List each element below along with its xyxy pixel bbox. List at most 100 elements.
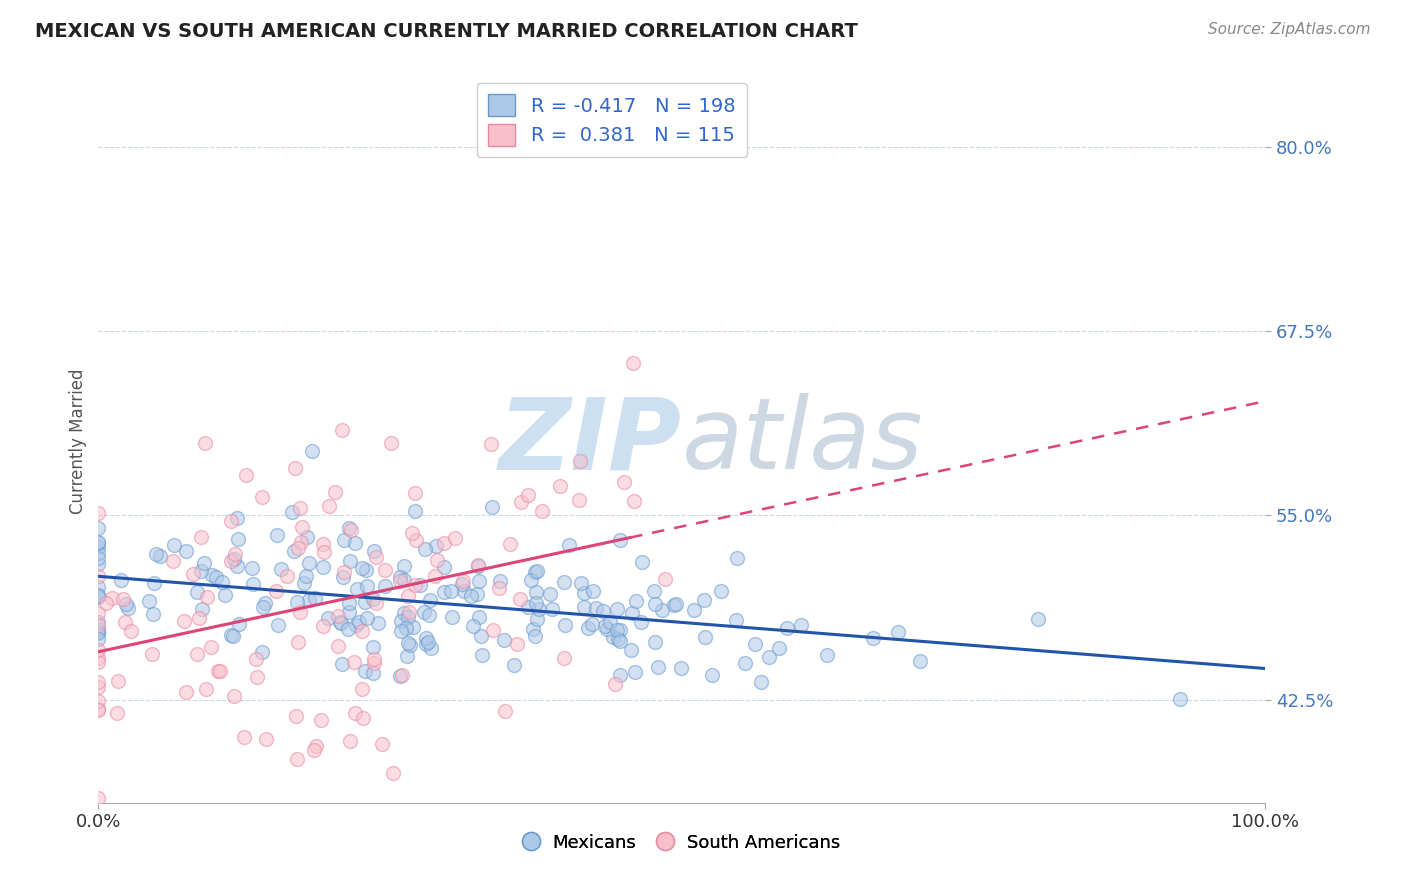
Point	[554, 618, 576, 632]
Point	[87, 791, 110, 805]
Point	[326, 639, 349, 653]
Point	[352, 711, 374, 725]
Point	[578, 621, 600, 635]
Point	[225, 511, 247, 525]
Point	[693, 593, 716, 607]
Point	[352, 681, 374, 696]
Point	[333, 565, 356, 579]
Point	[87, 521, 110, 535]
Point	[758, 649, 780, 664]
Point	[631, 555, 654, 569]
Point	[363, 656, 385, 670]
Y-axis label: Currently Married: Currently Married	[69, 368, 87, 515]
Point	[768, 641, 790, 656]
Point	[662, 598, 685, 612]
Point	[524, 596, 547, 610]
Point	[87, 588, 110, 602]
Point	[395, 621, 418, 635]
Point	[219, 515, 242, 529]
Point	[219, 628, 242, 642]
Point	[332, 569, 354, 583]
Point	[643, 584, 665, 599]
Point	[326, 609, 349, 624]
Point	[467, 574, 489, 588]
Point	[107, 673, 129, 688]
Point	[302, 743, 325, 757]
Point	[224, 690, 246, 704]
Point	[173, 614, 195, 628]
Point	[163, 538, 186, 552]
Point	[776, 621, 799, 635]
Point	[644, 635, 666, 649]
Point	[606, 624, 628, 638]
Point	[87, 675, 110, 690]
Point	[141, 647, 163, 661]
Point	[374, 579, 396, 593]
Point	[402, 620, 425, 634]
Point	[285, 595, 308, 609]
Point	[522, 622, 544, 636]
Point	[623, 665, 645, 680]
Point	[744, 637, 766, 651]
Point	[621, 356, 644, 370]
Point	[568, 453, 591, 467]
Point	[613, 475, 636, 489]
Point	[363, 544, 385, 558]
Point	[314, 545, 336, 559]
Point	[499, 537, 522, 551]
Point	[749, 674, 772, 689]
Point	[887, 625, 910, 640]
Point	[295, 530, 318, 544]
Point	[233, 730, 256, 744]
Point	[415, 636, 437, 650]
Point	[388, 570, 411, 584]
Point	[651, 603, 673, 617]
Point	[250, 490, 273, 504]
Point	[354, 595, 377, 609]
Point	[87, 680, 110, 694]
Point	[420, 641, 443, 656]
Point	[388, 574, 411, 588]
Point	[647, 659, 669, 673]
Point	[470, 629, 492, 643]
Point	[354, 563, 377, 577]
Point	[266, 617, 288, 632]
Point	[467, 558, 489, 572]
Point	[111, 592, 134, 607]
Point	[526, 564, 548, 578]
Point	[630, 615, 652, 630]
Point	[527, 602, 550, 616]
Point	[312, 619, 335, 633]
Point	[395, 648, 418, 663]
Point	[599, 615, 621, 629]
Point	[224, 547, 246, 561]
Point	[396, 589, 419, 603]
Point	[366, 596, 388, 610]
Point	[340, 523, 363, 537]
Point	[190, 530, 212, 544]
Point	[524, 584, 547, 599]
Point	[461, 619, 484, 633]
Point	[433, 536, 456, 550]
Point	[426, 552, 449, 566]
Point	[200, 640, 222, 654]
Point	[174, 685, 197, 699]
Point	[145, 547, 167, 561]
Point	[344, 618, 367, 632]
Text: MEXICAN VS SOUTH AMERICAN CURRENTLY MARRIED CORRELATION CHART: MEXICAN VS SOUTH AMERICAN CURRENTLY MARR…	[35, 22, 858, 41]
Point	[409, 577, 432, 591]
Point	[284, 460, 307, 475]
Point	[1026, 612, 1049, 626]
Point	[87, 622, 110, 636]
Point	[609, 668, 631, 682]
Point	[553, 575, 575, 590]
Point	[222, 552, 245, 566]
Point	[87, 589, 110, 603]
Point	[553, 650, 575, 665]
Point	[367, 615, 389, 630]
Point	[482, 623, 505, 637]
Point	[356, 611, 378, 625]
Point	[481, 500, 503, 514]
Point	[405, 533, 427, 547]
Point	[350, 624, 373, 638]
